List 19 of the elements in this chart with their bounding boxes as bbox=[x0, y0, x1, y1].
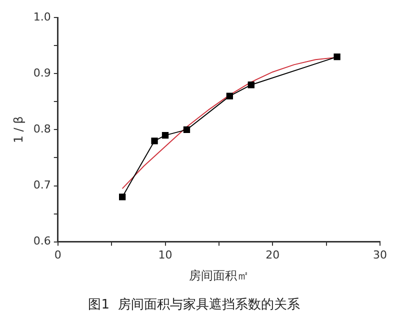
x-tick-label: 10 bbox=[158, 248, 172, 262]
y-axis-title: 1 / β bbox=[11, 116, 26, 144]
y-tick-label: 0.9 bbox=[33, 66, 51, 80]
y-tick-label: 1.0 bbox=[33, 10, 51, 24]
y-tick-label: 0.8 bbox=[33, 122, 51, 136]
x-tick-label: 20 bbox=[266, 248, 280, 262]
point bbox=[248, 82, 254, 88]
point bbox=[162, 132, 169, 139]
y-tick-label: 0.6 bbox=[33, 234, 51, 248]
point bbox=[334, 54, 340, 60]
point bbox=[183, 126, 190, 134]
y-tick-label: 0.7 bbox=[33, 178, 51, 192]
x-tick-label: 30 bbox=[373, 248, 387, 262]
point bbox=[118, 194, 126, 200]
x-axis-title: 房间面积㎡ bbox=[188, 268, 249, 282]
point bbox=[151, 138, 158, 144]
x-tick-label: 0 bbox=[54, 248, 62, 262]
text: 图1 房间面积与家具遮挡系数的关系 bbox=[88, 296, 300, 313]
point bbox=[226, 92, 234, 100]
